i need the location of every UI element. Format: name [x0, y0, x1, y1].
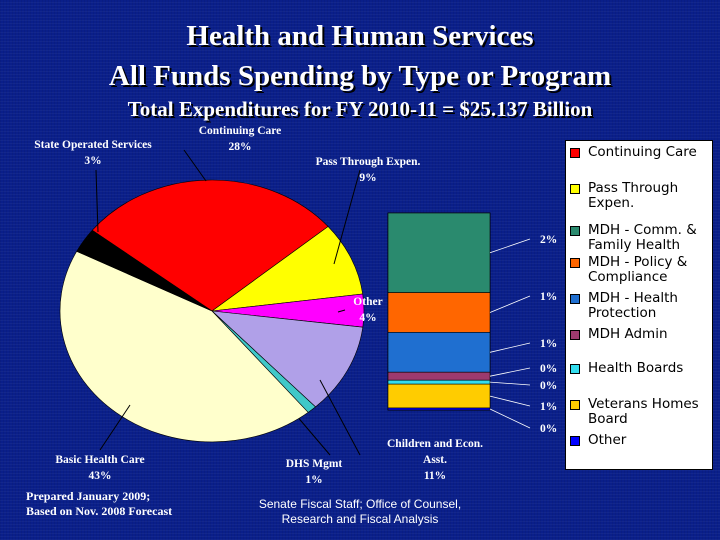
legend-swatch-veterans-homes-board: [570, 400, 580, 410]
chart-title-line2: All Funds Spending by Type or Program: [108, 60, 612, 92]
legend-swatch-mdh-admin: [570, 330, 580, 340]
leader-line-children-and-econ-asst: [319, 379, 361, 456]
legend-swatch-other: [570, 436, 580, 446]
pie-pct-children-and-econ-asst: 11%: [424, 470, 446, 482]
bar-label-other: 0%: [540, 423, 557, 435]
pie-label-pass-through-expen: Pass Through Expen.: [316, 156, 421, 168]
bar-segment-mdh-health-protection: [387, 332, 491, 373]
pie-slice-children-and-econ-asst: [211, 310, 364, 408]
pie-slice-state-operated-services: [76, 229, 213, 312]
leader-line-basic-health-care: [99, 404, 131, 451]
pie-label-children-and-econ-asst-1: Children and Econ.: [387, 438, 483, 450]
bar-segment-health-boards: [387, 379, 491, 385]
pie-pct-state-operated-services: 3%: [84, 155, 101, 167]
pie-label-state-operated-services: State Operated Services: [34, 139, 152, 151]
pie-pct-basic-health-care: 43%: [89, 470, 112, 482]
bar-label-mdh-admin: 0%: [540, 363, 557, 375]
pie-label-dhs-mgmt: DHS Mgmt: [286, 458, 343, 470]
legend: Continuing Care Pass Through Expen. MDH - …: [565, 140, 713, 470]
pie-slice-basic-health-care: [59, 250, 309, 443]
footnote-line1: Prepared January 2009;: [26, 489, 151, 503]
chart-subtitle: Total Expenditures for FY 2010-11 = $25.…: [127, 97, 593, 121]
legend-swatch-pass-through-expen: [570, 184, 580, 194]
pie-pct-other: 4%: [359, 312, 376, 324]
pie-label-children-and-econ-asst-2: Asst.: [423, 454, 447, 466]
footnote: Prepared January 2009; Based on Nov. 200…: [26, 489, 172, 519]
bar-leader-mdh-comm-family-health: [489, 238, 531, 254]
legend-swatch-mdh-policy-compliance: [570, 258, 580, 268]
legend-label-continuing-care: Continuing Care: [588, 144, 697, 160]
pie-slice-continuing-care: [91, 179, 329, 312]
bar-leader-other: [489, 408, 531, 429]
leader-line-pass-through-expen: [333, 169, 361, 265]
bar-label-mdh-policy-compliance: 1%: [540, 291, 557, 303]
legend-label-mdh-policy-compliance: MDH - Policy & Compliance: [588, 254, 688, 285]
legend-label-mdh-health-protection: MDH - Health Protection: [588, 290, 678, 321]
pie-pct-pass-through-expen: 9%: [359, 172, 376, 184]
credit-line1: Senate Fiscal Staff; Office of Counsel,: [258, 497, 462, 511]
legend-swatch-health-boards: [570, 364, 580, 374]
legend-swatch-continuing-care: [570, 148, 580, 158]
footnote-line2: Based on Nov. 2008 Forecast: [26, 504, 173, 518]
pie-label-basic-health-care: Basic Health Care: [55, 454, 144, 466]
chart-title-line1: Health and Human Services: [186, 20, 534, 52]
pie-label-other: Other: [353, 296, 382, 308]
bar-segment-mdh-admin: [387, 371, 491, 381]
legend-label-mdh-comm-family-health: MDH - Comm. & Family Health: [588, 222, 697, 253]
bar-segment-veterans-homes-board: [387, 383, 491, 409]
legend-label-pass-through-expen: Pass Through Expen.: [588, 180, 679, 211]
legend-label-health-boards: Health Boards: [588, 360, 684, 376]
bar-leader-mdh-admin: [489, 367, 531, 377]
bar-label-mdh-comm-family-health: 2%: [540, 234, 557, 246]
pie-pct-dhs-mgmt: 1%: [305, 474, 322, 486]
pie-label-continuing-care: Continuing Care: [199, 125, 282, 137]
bar-leader-mdh-health-protection: [489, 342, 531, 353]
bar-leader-mdh-policy-compliance: [489, 295, 531, 313]
legend-swatch-mdh-health-protection: [570, 294, 580, 304]
legend-label-veterans-homes-board: Veterans Homes Board: [588, 396, 699, 427]
bar-label-health-boards: 0%: [540, 380, 557, 392]
bar-leader-veterans-homes-board: [489, 395, 531, 407]
credit-line2: Research and Fiscal Analysis: [281, 512, 439, 526]
pie-pct-continuing-care: 28%: [229, 141, 252, 153]
pie-slice-pass-through-expen: [210, 226, 364, 312]
legend-swatch-mdh-comm-family-health: [570, 226, 580, 236]
bar-label-veterans-homes-board: 1%: [540, 401, 557, 413]
legend-label-other: Other: [588, 432, 627, 448]
leader-line-state-operated-services: [95, 169, 99, 233]
bar-label-mdh-health-protection: 1%: [540, 338, 557, 350]
legend-label-mdh-admin: MDH Admin: [588, 326, 668, 342]
bar-segment-mdh-policy-compliance: [387, 292, 491, 333]
credit: Senate Fiscal Staff; Office of Counsel, …: [250, 497, 470, 527]
leader-line-continuing-care: [183, 149, 207, 182]
bar-segment-mdh-comm-family-health: [387, 212, 491, 293]
leader-line-other: [337, 309, 346, 313]
bar-segment-other: [387, 407, 491, 411]
bar-leader-health-boards: [489, 381, 531, 386]
